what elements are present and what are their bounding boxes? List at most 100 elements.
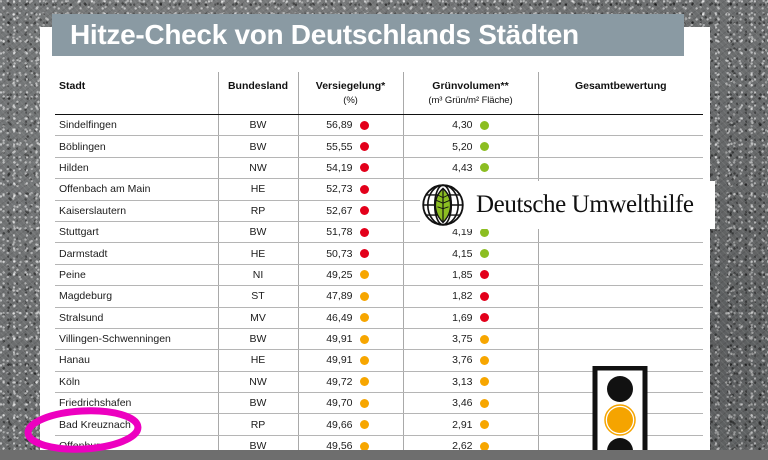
traffic-light-amber-lamp	[607, 407, 633, 433]
cell-versiegelung-rating-dot	[359, 313, 369, 323]
cell-versiegelung-value: 49,72	[326, 375, 353, 388]
column-header-stadt-label: Stadt	[59, 80, 86, 92]
column-header-gruenvolumen: Grünvolumen** (m³ Grün/m² Fläche)	[402, 72, 538, 115]
cell-bundesland: BW	[217, 221, 298, 244]
cell-versiegelung-value: 52,67	[326, 204, 353, 217]
cell-gesamtbewertung	[537, 157, 703, 180]
deutsche-umwelthilfe-wordmark: Deutsche Umwelthilfe	[476, 191, 694, 218]
column-header-stadt: Stadt	[55, 72, 218, 115]
title-banner: Hitze-Check von Deutschlands Städten	[52, 14, 684, 56]
table-row[interactable]: Stralsund MV 46,49 1,69	[55, 307, 703, 329]
cell-versiegelung-rating-dot	[359, 120, 369, 130]
table-row[interactable]: Magdeburg ST 47,89 1,82	[55, 285, 703, 308]
cell-stadt: Hanau	[55, 349, 218, 372]
cell-versiegelung: 51,78	[297, 221, 403, 244]
table-row[interactable]: Böblingen BW 55,55 5,20	[55, 135, 703, 158]
cell-gruenvolumen-rating-dot	[479, 398, 489, 408]
cell-versiegelung: 50,73	[297, 242, 403, 265]
cell-gruenvolumen-value: 2,91	[452, 418, 473, 431]
cell-gesamtbewertung	[537, 135, 703, 158]
cell-gesamtbewertung	[537, 285, 703, 308]
table-row[interactable]: Köln NW 49,72 3,13	[55, 371, 703, 394]
cell-bundesland: NW	[217, 371, 298, 394]
cell-gruenvolumen-value: 4,15	[452, 247, 473, 260]
cell-versiegelung: 49,56	[297, 435, 403, 450]
cell-versiegelung-value: 52,73	[326, 183, 353, 196]
cell-stadt: Kaiserslautern	[55, 200, 218, 222]
cell-versiegelung-rating-dot	[359, 206, 369, 216]
cell-gesamtbewertung	[537, 307, 703, 329]
cell-stadt: Offenburg	[55, 435, 218, 450]
cell-gruenvolumen: 4,43	[402, 157, 538, 180]
cell-versiegelung-rating-dot	[359, 184, 369, 194]
cell-bundesland: NI	[217, 264, 298, 287]
page-title: Hitze-Check von Deutschlands Städten	[70, 19, 579, 50]
cell-gruenvolumen-value: 2,62	[452, 440, 473, 450]
cell-gruenvolumen-value: 3,76	[452, 354, 473, 367]
cell-stadt: Villingen-Schwenningen	[55, 328, 218, 351]
cell-gruenvolumen-rating-dot	[479, 291, 489, 301]
table-row[interactable]: Hilden NW 54,19 4,43	[55, 157, 703, 180]
cell-versiegelung-rating-dot	[359, 291, 369, 301]
cell-gruenvolumen-rating-dot	[479, 163, 489, 173]
cell-versiegelung-value: 56,89	[326, 119, 353, 132]
cell-stadt: Peine	[55, 264, 218, 287]
column-header-gruenvolumen-unit: (m³ Grün/m² Fläche)	[428, 95, 513, 106]
column-header-bundesland-label: Bundesland	[227, 80, 289, 92]
cell-versiegelung: 49,91	[297, 328, 403, 351]
cell-stadt: Stuttgart	[55, 221, 218, 244]
cell-gruenvolumen-value: 4,43	[452, 161, 473, 174]
cell-versiegelung: 52,67	[297, 200, 403, 222]
cell-bundesland: RP	[217, 200, 298, 222]
cell-gruenvolumen-value: 4,19	[452, 226, 473, 239]
cell-gruenvolumen-value: 4,30	[452, 119, 473, 132]
cell-gruenvolumen: 1,69	[402, 307, 538, 329]
table-row[interactable]: Darmstadt HE 50,73 4,15	[55, 242, 703, 265]
cell-bundesland: HE	[217, 178, 298, 201]
cell-versiegelung-value: 51,78	[326, 226, 353, 239]
table-row[interactable]: Villingen-Schwenningen BW 49,91 3,75	[55, 328, 703, 351]
cell-bundesland: BW	[217, 392, 298, 415]
cell-versiegelung: 55,55	[297, 135, 403, 158]
heat-check-table: Stadt Bundesland Versiegelung* (%) Grünv…	[55, 72, 703, 450]
cell-gruenvolumen: 4,30	[402, 114, 538, 137]
cell-versiegelung-rating-dot	[359, 334, 369, 344]
table-row[interactable]: Hanau HE 49,91 3,76	[55, 349, 703, 372]
table-body: Sindelfingen BW 56,89 4,30 Böblingen BW 55,55 5…	[55, 114, 703, 450]
cell-gruenvolumen-rating-dot	[479, 334, 489, 344]
cell-gruenvolumen-rating-dot	[479, 120, 489, 130]
cell-gruenvolumen-rating-dot	[479, 313, 489, 323]
cell-bundesland: RP	[217, 413, 298, 436]
cell-bundesland: HE	[217, 242, 298, 265]
cell-versiegelung-rating-dot	[359, 441, 369, 450]
cell-gruenvolumen-rating-dot	[479, 249, 489, 259]
table-row[interactable]: Stuttgart BW 51,78 4,19	[55, 221, 703, 244]
cell-gruenvolumen-rating-dot	[479, 227, 489, 237]
cell-gruenvolumen: 5,20	[402, 135, 538, 158]
cell-versiegelung: 49,72	[297, 371, 403, 394]
heat-check-table-container: Stadt Bundesland Versiegelung* (%) Grünv…	[55, 72, 710, 450]
column-header-versiegelung: Versiegelung* (%)	[297, 72, 403, 115]
table-header: Stadt Bundesland Versiegelung* (%) Grünv…	[55, 72, 703, 115]
cell-gruenvolumen: 4,15	[402, 242, 538, 265]
table-row[interactable]: Sindelfingen BW 56,89 4,30	[55, 114, 703, 137]
cell-bundesland: NW	[217, 157, 298, 180]
cell-versiegelung: 46,49	[297, 307, 403, 329]
deutsche-umwelthilfe-logo: Deutsche Umwelthilfe	[420, 181, 715, 229]
cell-gesamtbewertung	[537, 114, 703, 137]
cell-versiegelung: 52,73	[297, 178, 403, 201]
column-header-gesamtbewertung-label: Gesamtbewertung	[574, 80, 667, 92]
cell-versiegelung-value: 49,56	[326, 440, 353, 450]
column-header-gruenvolumen-label: Grünvolumen**	[432, 80, 509, 92]
cell-gesamtbewertung	[537, 242, 703, 265]
traffic-light-graphic	[586, 365, 662, 460]
cell-versiegelung-value: 54,19	[326, 161, 353, 174]
table-row[interactable]: Peine NI 49,25 1,85	[55, 264, 703, 287]
cell-gruenvolumen: 2,62	[402, 435, 538, 450]
cell-bundesland: BW	[217, 135, 298, 158]
cell-bundesland: BW	[217, 114, 298, 137]
cell-versiegelung-rating-dot	[359, 142, 369, 152]
cell-versiegelung-value: 47,89	[326, 290, 353, 303]
cell-stadt: Offenbach am Main	[55, 178, 218, 201]
cell-gesamtbewertung	[537, 328, 703, 351]
